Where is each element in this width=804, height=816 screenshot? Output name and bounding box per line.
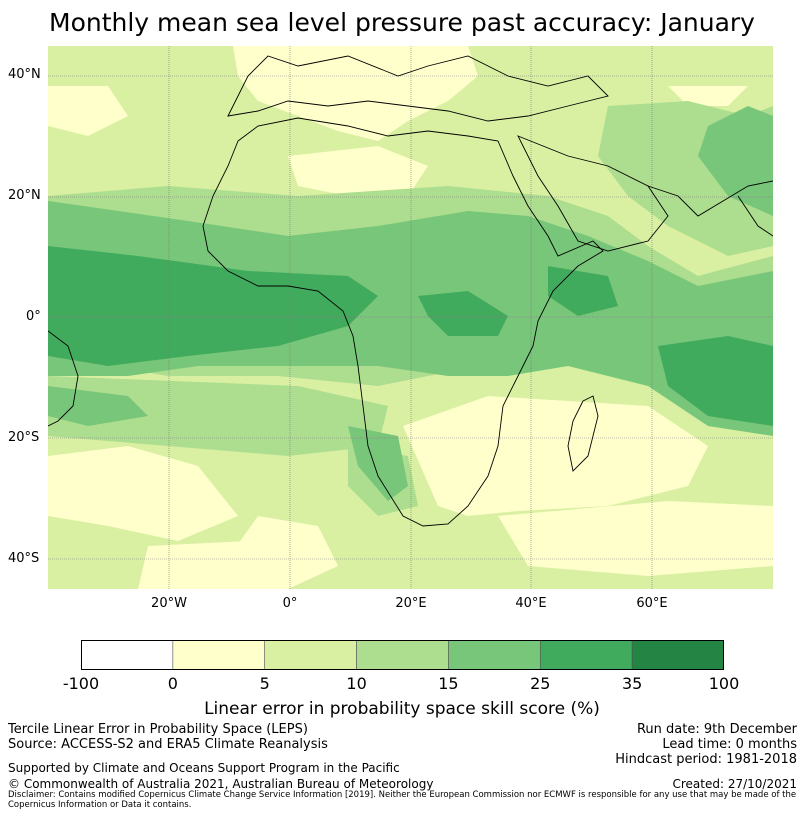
support-text: Supported by Climate and Oceans Support … xyxy=(8,761,400,775)
disclaimer-text: Disclaimer: Contains modified Copernicus… xyxy=(8,790,797,810)
colorbar-tick-label: 10 xyxy=(346,674,367,693)
lon-label-40e: 40°E xyxy=(515,596,547,611)
colorbar-tick-label: 5 xyxy=(259,674,270,693)
colorbar-tick-label: 35 xyxy=(621,674,643,693)
lon-label-0: 0° xyxy=(282,596,298,611)
colorbar-label: Linear error in probability space skill … xyxy=(204,699,600,719)
colorbar xyxy=(81,640,724,670)
high-skill-regions xyxy=(48,246,773,426)
lat-label-20n: 20°N xyxy=(8,188,41,203)
colorbar-segment xyxy=(356,640,449,670)
skill-score-map xyxy=(48,46,773,589)
colorbar-segment xyxy=(539,640,633,670)
lat-label-equator: 0° xyxy=(26,309,41,324)
colorbar-tick-label: -100 xyxy=(62,674,100,693)
colorbar-outline xyxy=(81,640,724,670)
colorbar-segment xyxy=(448,640,541,670)
madagascar-coastline xyxy=(567,395,599,472)
arabia-coastline xyxy=(517,135,669,252)
colorbar-tick-label: 100 xyxy=(708,674,740,693)
colorbar-segment xyxy=(81,640,174,670)
run-date-text: Run date: 9th December xyxy=(636,722,797,737)
source-text: Source: ACCESS-S2 and ERA5 Climate Reana… xyxy=(8,737,328,752)
graticule xyxy=(48,46,773,589)
created-text: Created: 27/10/2021 xyxy=(672,777,797,791)
good-skill-regions xyxy=(48,106,773,501)
coastlines xyxy=(48,55,773,527)
lon-label-60e: 60°E xyxy=(636,596,668,611)
persian-gulf-coastline xyxy=(647,180,773,217)
africa-coastline xyxy=(202,117,604,527)
lon-label-20w: 20°W xyxy=(151,596,187,611)
method-text: Tercile Linear Error in Probability Spac… xyxy=(8,722,308,737)
low-skill-regions xyxy=(48,46,773,589)
lat-label-40n: 40°N xyxy=(8,67,41,82)
colorbar-tick-label: 0 xyxy=(167,674,178,693)
south-america-coastline xyxy=(48,330,79,427)
colorbar-segment xyxy=(631,640,724,670)
colorbar-tick-label: 15 xyxy=(438,674,459,693)
lead-time-text: Lead time: 0 months xyxy=(662,737,797,752)
europe-coastline xyxy=(227,55,609,122)
copyright-text: © Commonwealth of Australia 2021, Austra… xyxy=(8,777,434,791)
hindcast-text: Hindcast period: 1981-2018 xyxy=(615,752,797,767)
lon-label-20e: 20°E xyxy=(395,596,427,611)
lat-label-20s: 20°S xyxy=(8,430,40,445)
lat-label-40s: 40°S xyxy=(8,551,40,566)
colorbar-segment xyxy=(264,640,357,670)
chart-title: Monthly mean sea level pressure past acc… xyxy=(49,8,755,37)
india-coastline xyxy=(737,195,773,237)
colorbar-segment xyxy=(172,640,266,670)
colorbar-tick-label: 25 xyxy=(530,674,551,693)
